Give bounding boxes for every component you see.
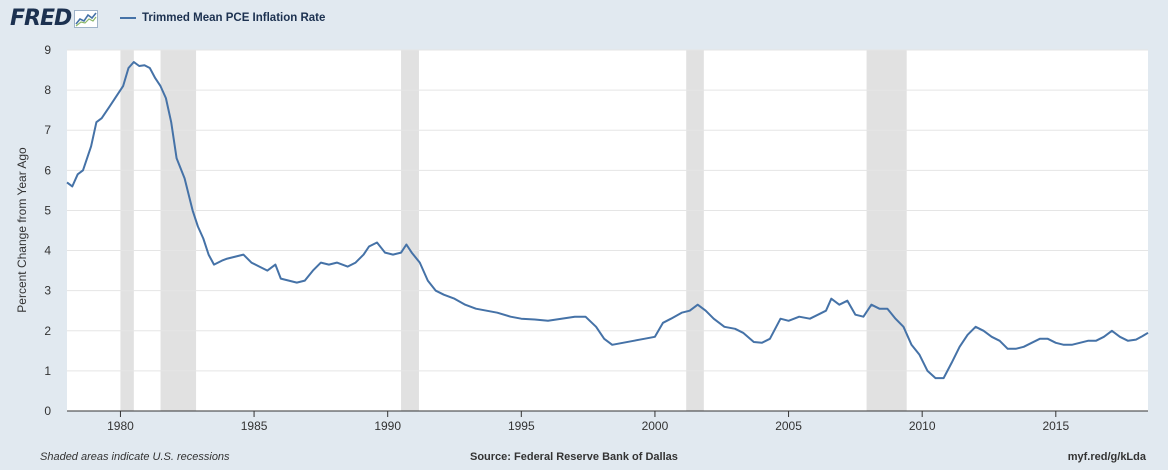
fred-logo-text: FRED	[10, 6, 72, 31]
y-tick-label: 6	[44, 163, 51, 177]
x-tick-label: 2010	[909, 419, 936, 433]
y-tick-label: 7	[44, 123, 51, 137]
x-tick-label: 2000	[642, 419, 669, 433]
recession-band	[686, 50, 704, 411]
x-tick-label: 1990	[374, 419, 401, 433]
series-layer	[66, 61, 1149, 380]
y-tick-label: 0	[44, 404, 51, 418]
source-note: Source: Federal Reserve Bank of Dallas	[470, 451, 678, 463]
gridlines	[67, 49, 1148, 372]
y-tick-label: 4	[44, 244, 51, 258]
y-tick-label: 2	[44, 324, 51, 338]
x-tick-label: 2005	[775, 419, 802, 433]
recession-band	[401, 50, 419, 411]
y-tick-label: 8	[44, 83, 51, 97]
axes: 0 1 2 3 4 5 6 7 8 9 1980 1985 1990 1995 2000 2005 2010 20…	[44, 43, 1148, 433]
legend-swatch	[120, 17, 136, 19]
recession-band	[160, 50, 197, 411]
short-url[interactable]: myf.red/g/kLda	[1067, 451, 1146, 463]
plot-area	[67, 50, 1148, 411]
y-tick-label: 9	[44, 43, 51, 57]
x-tick-label: 1980	[107, 419, 134, 433]
y-tick-label: 3	[44, 284, 51, 298]
recession-shading	[120, 50, 907, 411]
y-tick-label: 5	[44, 203, 51, 217]
x-tick-label: 1995	[508, 419, 535, 433]
series-line	[66, 61, 1149, 380]
recession-note: Shaded areas indicate U.S. recessions	[40, 451, 230, 463]
legend-series-label: Trimmed Mean PCE Inflation Rate	[142, 12, 326, 24]
x-tick-label: 1985	[241, 419, 268, 433]
chart-header: FRED Trimmed Mean PCE Inflation Rate	[0, 0, 1168, 44]
recession-band	[866, 50, 907, 411]
chart-legend[interactable]: Trimmed Mean PCE Inflation Rate	[120, 12, 325, 24]
recession-band	[120, 50, 134, 411]
y-axis-label: Percent Change from Year Ago	[15, 147, 29, 313]
x-tick-label: 2015	[1042, 419, 1069, 433]
fred-logo[interactable]: FRED	[10, 6, 99, 31]
line-graph-icon	[74, 9, 99, 28]
y-tick-label: 1	[44, 364, 51, 378]
